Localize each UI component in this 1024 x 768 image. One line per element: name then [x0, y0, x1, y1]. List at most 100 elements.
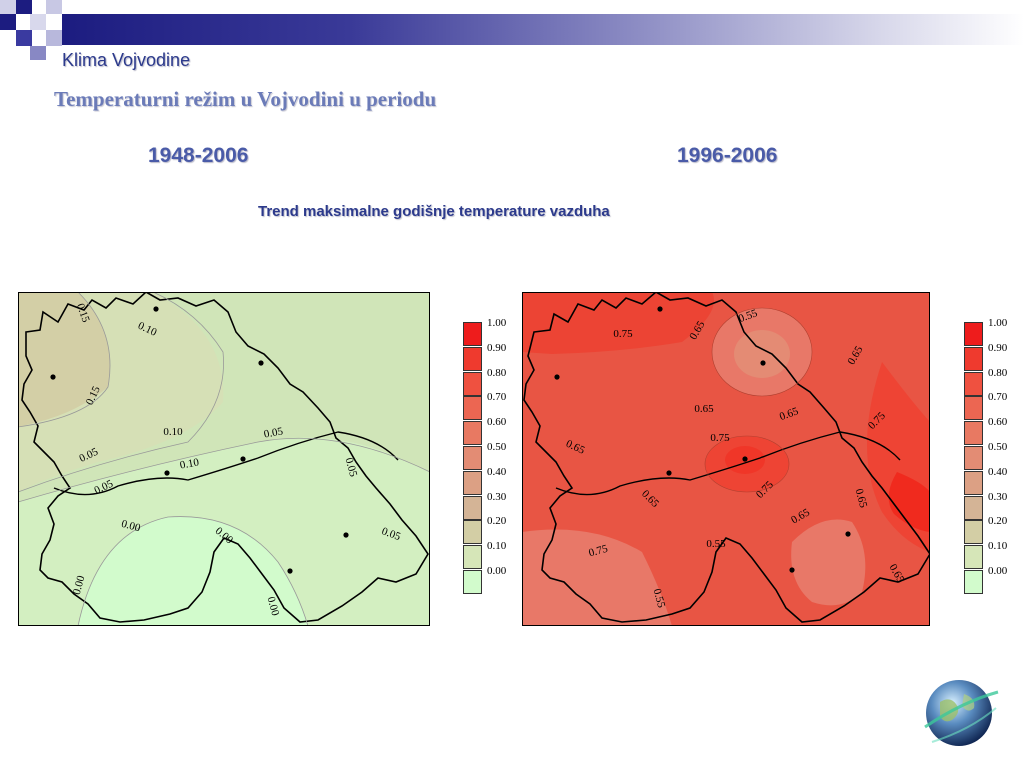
map-right: 0.650.550.750.650.65 0.650.750.650.750.65… [522, 292, 930, 626]
contour-label: 0.55 [651, 587, 668, 609]
legend-left: 1.00 0.90 0.80 0.70 0.60 0.50 0.40 0.30 0.20 0.10… [463, 317, 513, 594]
legend-label: 0.40 [988, 465, 1008, 478]
station-marker [258, 360, 264, 366]
legend-label: 0.60 [988, 416, 1008, 429]
station-marker [742, 456, 748, 462]
region-border [53, 431, 399, 496]
header-bar [62, 14, 1024, 45]
contour-line [18, 292, 111, 428]
contour-line [711, 307, 813, 397]
legend-swatch [463, 396, 482, 421]
legend-label: 0.60 [487, 416, 507, 429]
station-marker [164, 470, 170, 476]
station-marker [845, 531, 851, 537]
legend-swatch [964, 322, 983, 346]
period-right: 1996-2006 [677, 144, 778, 167]
region-border [523, 292, 930, 623]
legend-label: 0.10 [988, 540, 1008, 553]
station-marker [657, 306, 663, 312]
legend-swatch [964, 446, 983, 470]
contour-line [704, 435, 790, 493]
period-left: 1948-2006 [148, 144, 249, 167]
station-marker [153, 306, 159, 312]
legend-label: 0.30 [988, 490, 1008, 503]
legend-swatch [964, 371, 983, 396]
legend-label: 0.50 [487, 441, 507, 453]
legend-label: 0.80 [988, 366, 1008, 379]
legend-swatch [463, 346, 482, 371]
station-marker [554, 374, 560, 380]
legend-label: 0.20 [988, 515, 1008, 528]
legend-swatch [463, 545, 482, 570]
legend-swatch [463, 322, 482, 346]
legend-label: 0.00 [487, 565, 507, 577]
contour-label: 0.05 [343, 456, 360, 478]
legend-swatch [964, 396, 983, 421]
legend-swatch [964, 570, 983, 594]
deco-square [16, 0, 32, 14]
legend-swatch [964, 495, 983, 520]
legend-label: 0.00 [988, 565, 1008, 577]
legend-label: 0.90 [988, 341, 1008, 354]
contour-label: 0.05 [263, 425, 285, 440]
deco-square [30, 46, 46, 60]
region-border [555, 431, 901, 496]
contour-label: 0.00 [71, 574, 88, 596]
legend-label: 0.90 [487, 341, 507, 354]
legend-label: 0.70 [988, 391, 1008, 404]
map-frame [522, 292, 930, 626]
contour-label: 0.65 [853, 487, 870, 509]
legend-swatch [964, 545, 983, 570]
contour-band [522, 292, 714, 354]
legend-swatch [463, 421, 482, 446]
contour-band [888, 472, 930, 532]
legend-label: 0.80 [487, 366, 507, 379]
deco-square [46, 0, 62, 14]
contour-label: 0.55 [706, 538, 726, 550]
slide-subtitle: Klima Vojvodine [62, 50, 191, 70]
legend-swatch [964, 346, 983, 371]
contour-label: 0.75 [587, 543, 609, 560]
contour-label: 0.00 [120, 518, 142, 535]
legend-swatch [463, 495, 482, 520]
contour-label: 0.00 [265, 595, 282, 617]
legend-swatch [463, 371, 482, 396]
legend-label: 1.00 [487, 317, 507, 329]
deco-square [46, 30, 62, 46]
contour-band [78, 516, 308, 626]
contour-label: 0.10 [179, 456, 201, 471]
contour-label: 0.75 [613, 328, 633, 340]
contour-band [791, 519, 866, 606]
station-marker [240, 456, 246, 462]
slide-title: Temperaturni režim u Vojvodini u periodu [54, 87, 437, 111]
legend-swatch [463, 446, 482, 470]
legend-label: 0.10 [487, 540, 507, 553]
legend-swatch [463, 520, 482, 545]
station-marker [343, 532, 349, 538]
contour-line [77, 516, 309, 626]
legend-swatch [964, 421, 983, 446]
contour-band [734, 330, 790, 378]
legend-swatch [964, 470, 983, 495]
deco-square [16, 30, 32, 46]
station-marker [50, 374, 56, 380]
legend-label: 1.00 [988, 317, 1008, 329]
legend-label: 0.30 [487, 490, 507, 503]
contour-line [18, 437, 430, 503]
legend-swatch [463, 570, 482, 594]
legend-label: 0.70 [487, 391, 507, 404]
region-border [21, 292, 429, 623]
legend-label: 0.40 [487, 465, 507, 478]
contour-line [18, 292, 224, 493]
deco-square [30, 14, 46, 30]
globe-icon [924, 680, 999, 746]
map-frame [18, 292, 430, 626]
contour-band [522, 529, 672, 626]
station-marker [789, 567, 795, 573]
station-marker [287, 568, 293, 574]
contour-label: 0.10 [163, 426, 183, 438]
legend-right: 1.00 0.90 0.80 0.70 0.60 0.50 0.40 0.30 0.20 0.10… [964, 317, 1014, 594]
contour-label: 0.65 [694, 403, 714, 415]
trend-label: Trend maksimalne godišnje temperature va… [258, 203, 610, 220]
station-marker [760, 360, 766, 366]
